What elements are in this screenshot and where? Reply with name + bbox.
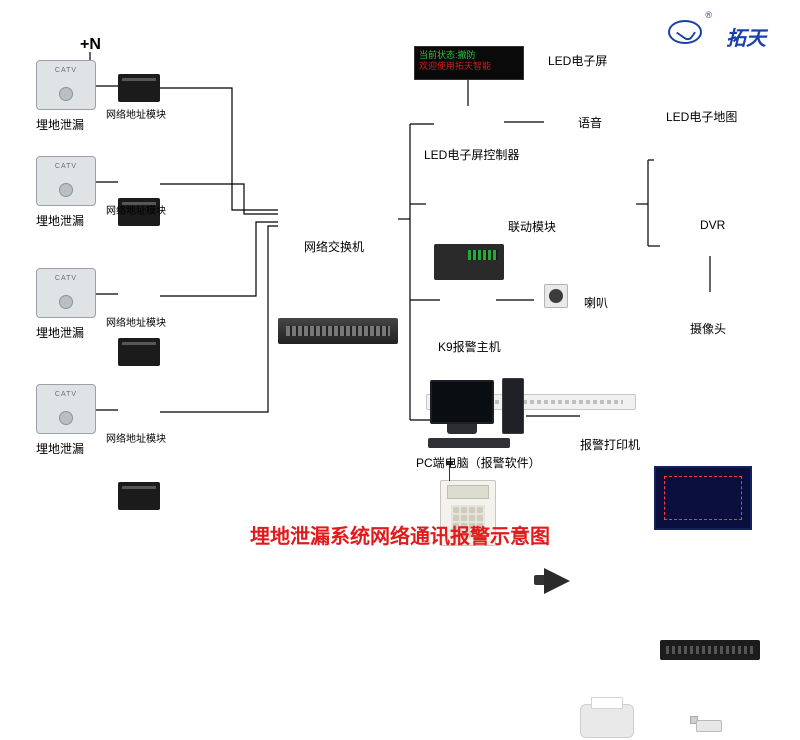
led-screen-line2: 欢迎使用拓天智能 <box>419 61 519 72</box>
leak-device-label: 埋地泄漏 <box>36 212 84 229</box>
address-module-label: 网络地址模块 <box>106 314 166 329</box>
voice-label: 语音 <box>578 114 602 131</box>
horn-icon <box>534 568 572 594</box>
address-module-label: 网络地址模块 <box>106 202 166 217</box>
horn-label: 喇叭 <box>584 294 608 311</box>
voice-box <box>544 284 568 308</box>
network-switch <box>278 318 398 344</box>
device-badge: CATV <box>37 67 95 74</box>
led-screen: 当前状态:撤防 欢迎使用拓天智能 <box>414 46 524 80</box>
address-module <box>118 338 160 366</box>
leak-device-label: 埋地泄漏 <box>36 440 84 457</box>
device-badge: CATV <box>37 275 95 282</box>
pc-group <box>430 380 494 424</box>
led-map-label: LED电子地图 <box>666 108 737 125</box>
camera-icon <box>688 716 726 740</box>
leak-device: CATV <box>36 156 96 206</box>
switch-label: 网络交换机 <box>304 238 364 255</box>
keyboard-icon <box>428 438 510 448</box>
brand-logo-icon <box>668 20 702 44</box>
led-screen-line1: 当前状态:撤防 <box>419 50 519 61</box>
linkage-module-label: 联动模块 <box>508 218 556 235</box>
k9-alarm-host-label: K9报警主机 <box>438 338 501 355</box>
brand-name: 拓天 <box>726 22 766 51</box>
dvr-label: DVR <box>700 218 725 232</box>
leak-device: CATV <box>36 384 96 434</box>
pc-monitor-icon <box>430 380 494 424</box>
pc-label: PC端电脑（报警软件） <box>416 454 541 471</box>
camera-label: 摄像头 <box>690 320 726 337</box>
alarm-printer-label: 报警打印机 <box>580 436 640 453</box>
brand-reg-mark: ® <box>705 10 712 20</box>
address-module <box>118 482 160 510</box>
address-module <box>118 74 160 102</box>
led-screen-label: LED电子屏 <box>548 52 607 69</box>
leak-device-label: 埋地泄漏 <box>36 324 84 341</box>
device-badge: CATV <box>37 163 95 170</box>
device-badge: CATV <box>37 391 95 398</box>
alarm-printer <box>580 704 634 738</box>
pc-tower-icon <box>502 378 524 434</box>
leak-device: CATV <box>36 268 96 318</box>
address-module-label: 网络地址模块 <box>106 106 166 121</box>
leak-device-label: 埋地泄漏 <box>36 116 84 133</box>
plus-n-label: +N <box>80 36 101 54</box>
dvr <box>660 640 760 660</box>
led-controller-label: LED电子屏控制器 <box>424 146 519 163</box>
address-module-label: 网络地址模块 <box>106 430 166 445</box>
led-controller <box>434 244 504 280</box>
diagram-title: 埋地泄漏系统网络通讯报警示意图 <box>0 520 800 549</box>
leak-device: CATV <box>36 60 96 110</box>
